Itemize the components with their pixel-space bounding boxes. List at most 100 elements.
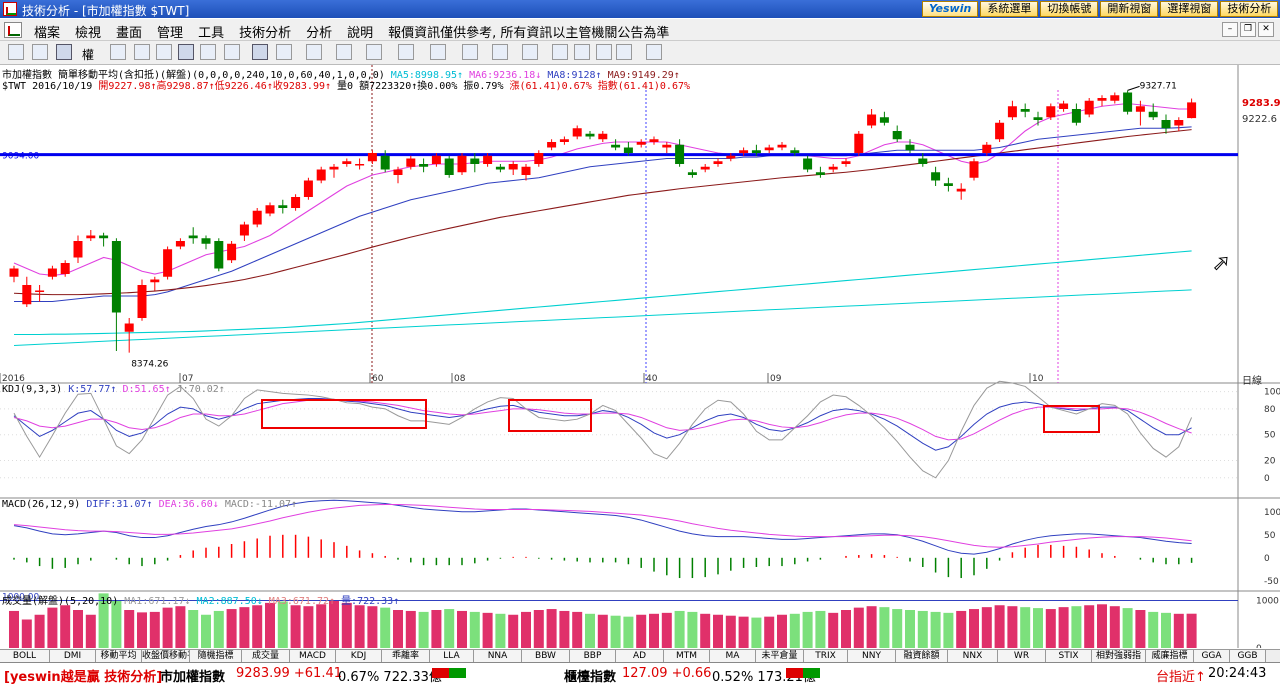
candle-body: [291, 197, 301, 208]
volume-bar: [546, 609, 557, 648]
trend-line-icon[interactable]: [276, 44, 292, 60]
indicator-tab[interactable]: 移動平均: [96, 650, 142, 662]
rectangle-icon[interactable]: [462, 44, 478, 60]
ellipse-icon[interactable]: [492, 44, 508, 60]
horizontal-lines-icon[interactable]: [306, 44, 322, 60]
candle-view-icon[interactable]: [178, 44, 194, 60]
indicator-tab[interactable]: BBP: [570, 650, 616, 662]
indicator-tab[interactable]: 融資餘額: [896, 650, 948, 662]
candle-body: [73, 241, 83, 258]
menu-help[interactable]: 說明: [347, 26, 374, 41]
vol-ma2: MA2:887.50↓: [196, 596, 263, 607]
candle-body: [239, 224, 249, 236]
draw-tool-icon[interactable]: [252, 44, 268, 60]
channel-icon[interactable]: [398, 44, 414, 60]
indicator-tab[interactable]: BBW: [522, 650, 570, 662]
chart-type-icon[interactable]: [8, 44, 24, 60]
excel-icon[interactable]: [110, 44, 126, 60]
indicator-tab[interactable]: GGA: [1194, 650, 1230, 662]
color-grid-icon[interactable]: [616, 44, 632, 60]
candle-body: [483, 155, 493, 164]
menu-tools[interactable]: 工具: [198, 26, 225, 41]
indicator-tab[interactable]: 威廉指標: [1146, 650, 1194, 662]
vertical-lines-icon[interactable]: [336, 44, 352, 60]
candle-body: [1059, 103, 1069, 109]
candle-body: [431, 155, 441, 164]
menu-technical-analysis[interactable]: 技術分析: [239, 26, 292, 41]
restore-icon[interactable]: ❐: [1240, 22, 1256, 37]
layout-b-icon[interactable]: [224, 44, 240, 60]
volume-bar: [713, 614, 723, 648]
grid-icon[interactable]: [134, 44, 150, 60]
volume-bar: [418, 611, 429, 648]
candle-body: [201, 238, 211, 244]
alert-label[interactable]: 台指近↑: [1156, 670, 1206, 685]
chart-canvas[interactable]: 2016 07 60 08 40 09 10 9094.00 9327.718374.26 …: [0, 65, 1280, 648]
volume-bar: [457, 610, 467, 648]
indicator-tab[interactable]: 成交量: [242, 650, 290, 662]
indicator-tab[interactable]: WR: [998, 650, 1046, 662]
indicator-tab[interactable]: STIX: [1046, 650, 1092, 662]
indicator-tab[interactable]: MTM: [664, 650, 710, 662]
indicator-tab[interactable]: KDJ: [336, 650, 382, 662]
menu-analysis[interactable]: 分析: [306, 26, 333, 41]
rights-label[interactable]: 權: [82, 48, 95, 62]
close-icon[interactable]: ✕: [1258, 22, 1274, 37]
indicator-tab[interactable]: MACD: [290, 650, 336, 662]
paste-icon[interactable]: [596, 44, 612, 60]
indicator-tab[interactable]: NNY: [848, 650, 896, 662]
indicator-tab[interactable]: 相對強弱指: [1092, 650, 1146, 662]
candle-body: [470, 158, 480, 164]
candle-body: [1071, 109, 1081, 123]
indicator-tab[interactable]: 未平倉量: [756, 650, 804, 662]
window-layout-icon[interactable]: [56, 44, 72, 60]
candle-body: [649, 139, 659, 142]
indicator-tab[interactable]: NNA: [474, 650, 522, 662]
indicator-tab[interactable]: MA: [710, 650, 756, 662]
tech-analysis-button[interactable]: 技術分析: [1220, 1, 1279, 17]
kdj-line: [13, 380, 1193, 479]
volume-bar: [213, 610, 224, 648]
volume-bar: [738, 616, 749, 648]
volume-amount: 量0 額7223320↑換0.00% 振0.79%: [337, 81, 504, 92]
chart-area[interactable]: 2016 07 60 08 40 09 10 9094.00 9327.71 8374.26 …: [0, 65, 1280, 648]
menu-manage[interactable]: 管理: [157, 26, 184, 41]
indicator-tab[interactable]: BOLL: [0, 650, 50, 662]
change-value: 漲(61.41)0.67% 指數(61.41)0.67%: [509, 81, 691, 92]
new-window-button[interactable]: 開新視窗: [1100, 1, 1159, 17]
eraser-icon[interactable]: [574, 44, 590, 60]
indicator-tab[interactable]: NNX: [948, 650, 998, 662]
fibonacci-icon[interactable]: [430, 44, 446, 60]
chart-doc-icon[interactable]: [4, 22, 22, 38]
copy-icon[interactable]: [552, 44, 568, 60]
candle-body: [777, 144, 787, 148]
highlight-box: [261, 399, 427, 429]
text-tool-icon[interactable]: [522, 44, 538, 60]
menu-view[interactable]: 檢視: [75, 26, 102, 41]
candle-body: [124, 323, 134, 332]
indicator-tab[interactable]: TRIX: [804, 650, 848, 662]
candle-body: [713, 161, 723, 164]
save-icon[interactable]: [646, 44, 662, 60]
yeswin-logo-button[interactable]: Yeswin: [922, 1, 979, 17]
indicator-tab[interactable]: 隨機指標: [190, 650, 242, 662]
minimize-icon[interactable]: –: [1222, 22, 1238, 37]
indicator-tab[interactable]: 收盤價移動平: [142, 650, 190, 662]
indicator-tab[interactable]: LLA: [430, 650, 474, 662]
candle-body: [662, 144, 672, 148]
system-menu-button[interactable]: 系統選單: [980, 1, 1039, 17]
fan-lines-icon[interactable]: [366, 44, 382, 60]
volume-bar: [85, 614, 96, 648]
indicator-tab[interactable]: AD: [616, 650, 664, 662]
switch-account-button[interactable]: 切換帳號: [1040, 1, 1099, 17]
layout-a-icon[interactable]: [200, 44, 216, 60]
menu-screen[interactable]: 畫面: [116, 26, 143, 41]
select-window-button[interactable]: 選擇視窗: [1160, 1, 1219, 17]
crosshair-icon[interactable]: [32, 44, 48, 60]
menu-file[interactable]: 檔案: [34, 26, 61, 41]
indicator-tab[interactable]: GGB: [1230, 650, 1266, 662]
candle-body: [687, 172, 697, 175]
indicator-tab[interactable]: DMI: [50, 650, 96, 662]
image-icon[interactable]: [156, 44, 172, 60]
indicator-tab[interactable]: 乖離率: [382, 650, 430, 662]
